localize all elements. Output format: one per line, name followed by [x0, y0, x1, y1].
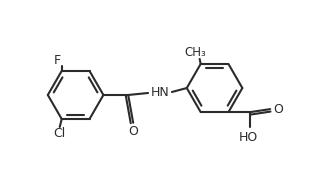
- Text: HO: HO: [239, 131, 258, 144]
- Text: F: F: [54, 55, 61, 68]
- Text: CH₃: CH₃: [185, 46, 207, 59]
- Text: O: O: [128, 125, 138, 138]
- Text: O: O: [273, 103, 283, 116]
- Text: HN: HN: [151, 85, 169, 98]
- Text: Cl: Cl: [54, 127, 66, 140]
